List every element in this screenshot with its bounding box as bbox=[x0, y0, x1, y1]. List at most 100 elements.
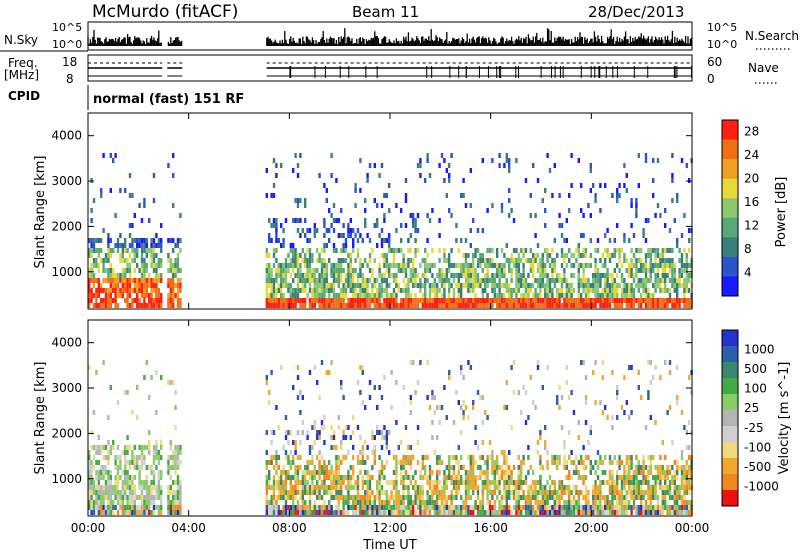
heatmap-cell bbox=[337, 415, 340, 420]
heatmap-cell bbox=[145, 253, 148, 258]
heatmap-cell bbox=[160, 440, 163, 445]
heatmap-cell bbox=[568, 455, 571, 460]
heatmap-cell bbox=[102, 510, 105, 515]
heatmap-cell bbox=[268, 283, 271, 288]
heatmap-cell bbox=[479, 475, 482, 480]
heatmap-cell bbox=[520, 475, 523, 480]
heatmap-cell bbox=[524, 283, 528, 288]
heatmap-cell bbox=[654, 303, 657, 308]
heatmap-cell bbox=[503, 163, 506, 168]
heatmap-cell bbox=[376, 495, 379, 500]
heatmap-cell bbox=[565, 505, 568, 510]
heatmap-cell bbox=[148, 495, 151, 500]
heatmap-cell bbox=[407, 303, 410, 308]
heatmap-cell bbox=[632, 233, 636, 238]
heatmap-cell bbox=[388, 303, 391, 308]
heatmap-cell bbox=[88, 268, 91, 273]
heatmap-cell bbox=[472, 278, 475, 283]
heatmap-cell bbox=[133, 278, 136, 283]
heatmap-cell bbox=[527, 445, 530, 450]
heatmap-cell bbox=[275, 288, 278, 293]
heatmap-cell bbox=[683, 303, 686, 308]
heatmap-cell bbox=[424, 283, 427, 288]
heatmap-cell bbox=[599, 455, 602, 460]
heatmap-cell bbox=[109, 480, 112, 485]
heatmap-cell bbox=[452, 480, 456, 485]
heatmap-cell bbox=[340, 475, 343, 480]
heatmap-cell bbox=[356, 455, 360, 460]
heatmap-cell bbox=[419, 505, 422, 510]
heatmap-cell bbox=[109, 238, 112, 243]
heatmap-cell bbox=[414, 485, 417, 490]
heatmap-cell bbox=[380, 273, 384, 278]
heatmap-cell bbox=[580, 510, 583, 515]
heatmap-cell bbox=[157, 495, 160, 500]
heatmap-cell bbox=[313, 470, 316, 475]
heatmap-cell bbox=[361, 505, 364, 510]
heatmap-cell bbox=[668, 485, 672, 490]
heatmap-cell bbox=[664, 455, 667, 460]
heatmap-cell bbox=[568, 258, 571, 263]
heatmap-cell bbox=[95, 370, 98, 375]
heatmap-cell bbox=[455, 273, 458, 278]
heatmap-cell bbox=[575, 455, 578, 460]
heatmap-cell bbox=[342, 283, 345, 288]
heatmap-cell bbox=[520, 460, 523, 465]
heatmap-cell bbox=[551, 248, 554, 253]
heatmap-cell bbox=[409, 268, 412, 273]
heatmap-cell bbox=[287, 460, 290, 465]
heatmap-cell bbox=[143, 238, 146, 243]
heatmap-cell bbox=[392, 253, 396, 258]
heatmap-cell bbox=[616, 470, 619, 475]
heatmap-cell bbox=[438, 405, 441, 410]
heatmap-cell bbox=[131, 238, 134, 243]
heatmap-cell bbox=[618, 505, 621, 510]
heatmap-cell bbox=[126, 505, 129, 510]
heatmap-cell bbox=[534, 288, 537, 293]
colorbar-swatch bbox=[722, 346, 738, 363]
heatmap-cell bbox=[138, 495, 141, 500]
heatmap-cell bbox=[325, 188, 328, 193]
heatmap-cell bbox=[426, 213, 429, 218]
heatmap-cell bbox=[589, 188, 592, 193]
heatmap-cell bbox=[520, 293, 523, 298]
heatmap-cell bbox=[414, 390, 417, 395]
heatmap-cell bbox=[582, 505, 585, 510]
heatmap-cell bbox=[520, 480, 523, 485]
heatmap-cell bbox=[515, 283, 518, 288]
heatmap-cell bbox=[160, 238, 163, 243]
heatmap-cell bbox=[128, 475, 132, 480]
heatmap-cell bbox=[433, 263, 436, 268]
heatmap-cell bbox=[512, 263, 516, 268]
heatmap-cell bbox=[344, 495, 348, 500]
heatmap-cell bbox=[299, 268, 302, 273]
heatmap-cell bbox=[284, 258, 288, 263]
heatmap-cell bbox=[584, 283, 588, 288]
heatmap-cell bbox=[128, 193, 132, 198]
heatmap-cell bbox=[265, 375, 268, 380]
heatmap-cell bbox=[688, 228, 691, 233]
heatmap-cell bbox=[532, 163, 535, 168]
heatmap-cell bbox=[330, 480, 333, 485]
heatmap-cell bbox=[606, 510, 609, 515]
heatmap-cell bbox=[270, 455, 273, 460]
heatmap-cell bbox=[124, 258, 127, 263]
heatmap-cell bbox=[330, 268, 333, 273]
heatmap-cell bbox=[268, 475, 271, 480]
heatmap-cell bbox=[332, 430, 336, 435]
heatmap-cell bbox=[268, 390, 271, 395]
heatmap-cell bbox=[128, 268, 132, 273]
heatmap-cell bbox=[143, 303, 146, 308]
heatmap-cell bbox=[395, 490, 398, 495]
heatmap-cell bbox=[668, 258, 672, 263]
heatmap-cell bbox=[152, 505, 156, 510]
heatmap-cell bbox=[126, 298, 129, 303]
heatmap-cell bbox=[510, 298, 513, 303]
heatmap-cell bbox=[608, 258, 612, 263]
heatmap-cell bbox=[539, 283, 542, 288]
heatmap-cell bbox=[659, 283, 662, 288]
heatmap-cell bbox=[678, 298, 681, 303]
heatmap-cell bbox=[676, 510, 679, 515]
heatmap-cell bbox=[126, 283, 129, 288]
